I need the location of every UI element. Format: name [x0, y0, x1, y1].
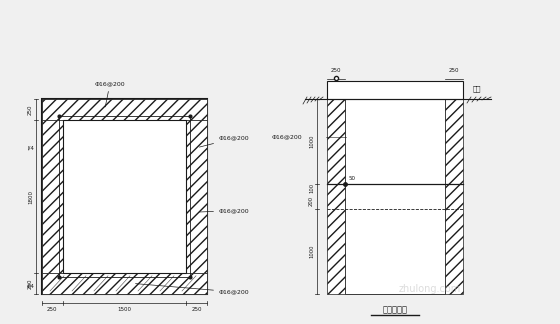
Text: 250: 250 — [28, 104, 33, 115]
Bar — [186, 120, 207, 273]
Text: 250: 250 — [192, 307, 202, 312]
Bar — [42, 99, 207, 294]
Text: 1000: 1000 — [309, 245, 314, 258]
Bar — [327, 99, 345, 294]
Text: Φ16@200: Φ16@200 — [272, 135, 302, 140]
Text: 50: 50 — [349, 176, 356, 181]
Text: 护壁配筋图: 护壁配筋图 — [382, 306, 408, 315]
Text: Φ16@200: Φ16@200 — [199, 136, 250, 147]
Bar — [42, 273, 207, 294]
Bar — [42, 120, 63, 273]
Text: Φ16@200: Φ16@200 — [95, 81, 125, 107]
Text: 1500: 1500 — [118, 307, 132, 312]
Bar — [63, 120, 186, 273]
Text: 200: 200 — [309, 196, 314, 206]
Text: l/4: l/4 — [27, 145, 34, 150]
Text: Φ16@200: Φ16@200 — [199, 208, 250, 213]
Text: 1000: 1000 — [309, 135, 314, 148]
Text: 250: 250 — [331, 68, 341, 73]
Bar — [445, 99, 463, 294]
Text: 250: 250 — [449, 68, 459, 73]
Text: 250: 250 — [47, 307, 58, 312]
Text: 100: 100 — [309, 183, 314, 193]
Bar — [345, 99, 445, 294]
Text: 1800: 1800 — [28, 190, 33, 203]
Bar — [327, 81, 463, 99]
Text: 250: 250 — [28, 278, 33, 289]
Bar — [59, 116, 190, 277]
Text: l/4: l/4 — [27, 283, 34, 288]
Bar — [42, 99, 207, 120]
Text: 坡面: 坡面 — [473, 86, 482, 92]
Text: zhulong.com: zhulong.com — [399, 284, 461, 294]
Text: Φ16@200: Φ16@200 — [136, 284, 250, 295]
